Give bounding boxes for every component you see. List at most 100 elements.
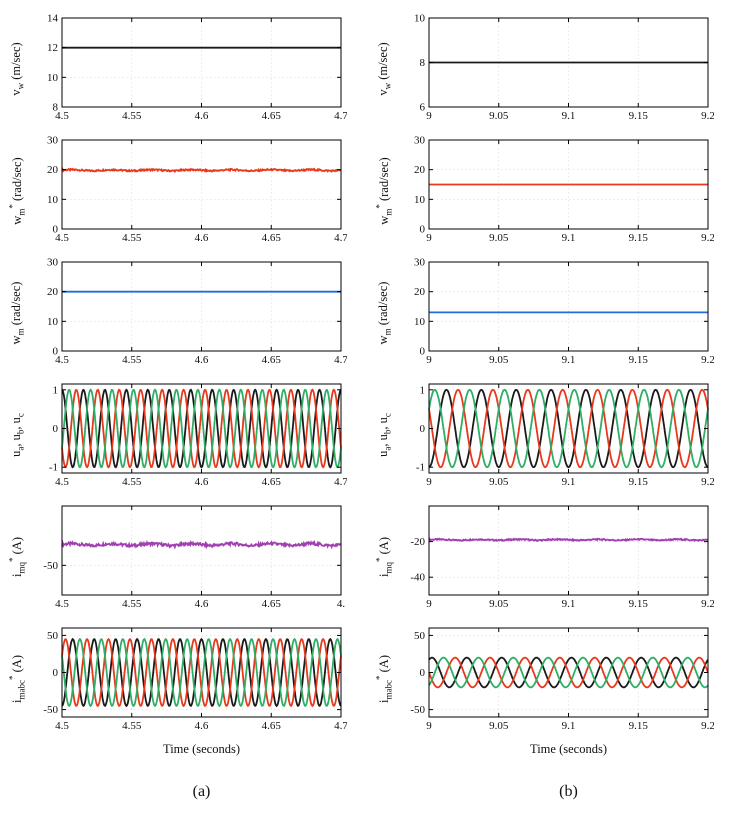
plot-a-uabc: 4.5 4.55 4.6 4.65 4.7 -1 0 1: [49, 383, 347, 488]
plot-a-vw: 4.5 4.55 4.6 4.65 4.7 8 10 12 14: [47, 14, 347, 122]
svg-text:0: 0: [420, 423, 426, 435]
plot-b-wm: 9 9.05 9.1 9.15 9.2 0 10 20 30: [414, 258, 714, 366]
svg-text:0: 0: [420, 224, 426, 236]
subplot-vw-a: vw (m/sec) 4.5 4.55 4.6 4.65 4.7 8 10 12 14: [8, 14, 347, 124]
column-a: vw (m/sec) 4.5 4.55 4.6 4.65 4.7 8 10 12 14 wm* (…: [7, 14, 347, 801]
svg-text:4.6: 4.6: [195, 476, 209, 488]
subplot-imq-ref-b: imq* (A) 9 9.05 9.1 9.15 9.2 -20 -40: [374, 502, 714, 612]
svg-text:10: 10: [47, 194, 59, 206]
caption-a: (a): [192, 783, 211, 800]
svg-text:0: 0: [53, 224, 59, 236]
svg-text:4.6: 4.6: [195, 110, 209, 122]
svg-text:0: 0: [53, 423, 59, 435]
svg-text:4.6: 4.6: [195, 720, 209, 732]
svg-text:9: 9: [426, 354, 432, 366]
svg-text:6: 6: [420, 102, 426, 114]
svg-text:4.6: 4.6: [195, 354, 209, 366]
svg-text:9.15: 9.15: [629, 720, 649, 732]
svg-text:4.5: 4.5: [55, 354, 69, 366]
y-axis-label: ua, ub, uc: [8, 413, 25, 457]
svg-text:14: 14: [47, 14, 59, 25]
svg-text:9.1: 9.1: [562, 354, 576, 366]
svg-text:0: 0: [420, 346, 426, 358]
svg-text:9.2: 9.2: [701, 598, 714, 610]
svg-text:4.7: 4.7: [334, 110, 347, 122]
svg-text:4.55: 4.55: [122, 720, 142, 732]
plot-a-imq-ref: 4.5 4.55 4.6 4.65 4. -50: [43, 505, 345, 610]
svg-text:9.05: 9.05: [489, 720, 509, 732]
svg-text:9.05: 9.05: [489, 354, 509, 366]
plot-b-vw: 9 9.05 9.1 9.15 9.2 6 8 10: [414, 14, 714, 122]
plot-a-wm-ref: 4.5 4.55 4.6 4.65 4.7 0 10 20 30: [47, 136, 347, 244]
svg-text:9.15: 9.15: [629, 354, 649, 366]
subplot-vw-b: vw (m/sec) 9 9.05 9.1 9.15 9.2 6 8 10: [375, 14, 714, 124]
svg-text:4.7: 4.7: [334, 476, 347, 488]
svg-text:9.05: 9.05: [489, 110, 509, 122]
svg-text:50: 50: [414, 630, 426, 642]
svg-text:9.2: 9.2: [701, 720, 714, 732]
svg-text:9.1: 9.1: [562, 110, 576, 122]
svg-text:20: 20: [47, 164, 59, 176]
y-axis-label: wm (rad/sec): [375, 281, 392, 345]
plot-b-wm-ref: 9 9.05 9.1 9.15 9.2 0 10 20 30: [414, 136, 714, 244]
svg-text:30: 30: [414, 258, 426, 269]
svg-text:4.5: 4.5: [55, 110, 69, 122]
y-axis-label: wm* (rad/sec): [374, 157, 393, 225]
svg-text:9.2: 9.2: [701, 354, 714, 366]
y-axis-label: ua, ub, uc: [375, 413, 392, 457]
svg-text:20: 20: [414, 286, 426, 298]
svg-text:30: 30: [47, 136, 59, 147]
svg-text:0: 0: [420, 667, 426, 679]
svg-text:-1: -1: [49, 462, 58, 474]
svg-text:-40: -40: [410, 572, 425, 584]
svg-text:10: 10: [414, 194, 426, 206]
svg-text:9: 9: [426, 720, 432, 732]
svg-text:-1: -1: [416, 462, 425, 474]
svg-text:4.7: 4.7: [334, 354, 347, 366]
svg-text:9.1: 9.1: [562, 598, 576, 610]
svg-text:10: 10: [414, 14, 426, 25]
svg-text:30: 30: [47, 258, 59, 269]
svg-text:4.55: 4.55: [122, 354, 142, 366]
svg-text:20: 20: [47, 286, 59, 298]
plot-b-imq-ref: 9 9.05 9.1 9.15 9.2 -20 -40: [410, 505, 714, 610]
svg-text:9.05: 9.05: [489, 598, 509, 610]
y-axis-label: wm* (rad/sec): [7, 157, 26, 225]
subplot-imabc-ref-b: imabc* (A) 9 9.05 9.1 9.15 9.2 -50 0 50: [374, 624, 714, 734]
svg-text:-50: -50: [43, 704, 58, 716]
svg-text:4.65: 4.65: [262, 354, 282, 366]
caption-b: (b): [559, 783, 578, 800]
svg-text:9.15: 9.15: [629, 598, 649, 610]
svg-text:9.15: 9.15: [629, 476, 649, 488]
plot-a-wm: 4.5 4.55 4.6 4.65 4.7 0 10 20 30: [47, 258, 347, 366]
svg-text:4.65: 4.65: [262, 110, 282, 122]
x-axis-label-a: Time (seconds): [163, 742, 240, 756]
svg-text:9.2: 9.2: [701, 476, 714, 488]
svg-text:12: 12: [47, 42, 58, 54]
svg-text:10: 10: [47, 316, 59, 328]
svg-text:30: 30: [414, 136, 426, 147]
plot-a-imabc-ref: 4.5 4.55 4.6 4.65 4.7 -50 0 50: [43, 627, 347, 732]
svg-text:4.55: 4.55: [122, 598, 142, 610]
svg-text:9.1: 9.1: [562, 720, 576, 732]
svg-text:4.5: 4.5: [55, 476, 69, 488]
svg-text:4.5: 4.5: [55, 232, 69, 244]
subplot-wm-b: wm (rad/sec) 9 9.05 9.1 9.15 9.2 0 10 20 30: [375, 258, 714, 368]
svg-text:9.15: 9.15: [629, 232, 649, 244]
subplot-uabc-a: ua, ub, uc 4.5 4.55 4.6 4.65 4.7 -1 0 1: [8, 380, 347, 490]
svg-text:4.65: 4.65: [262, 476, 282, 488]
svg-text:9.05: 9.05: [489, 232, 509, 244]
y-axis-label: vw (m/sec): [375, 42, 392, 96]
svg-text:1: 1: [53, 384, 59, 396]
svg-text:9.15: 9.15: [629, 110, 649, 122]
svg-text:1: 1: [420, 384, 426, 396]
y-axis-label: imq* (A): [7, 537, 26, 577]
svg-text:4.55: 4.55: [122, 476, 142, 488]
column-b: vw (m/sec) 9 9.05 9.1 9.15 9.2 6 8 10 wm* (rad/s…: [374, 14, 714, 801]
svg-text:9: 9: [426, 476, 432, 488]
svg-text:9.2: 9.2: [701, 110, 714, 122]
svg-text:4.55: 4.55: [122, 110, 142, 122]
svg-text:20: 20: [414, 164, 426, 176]
subplot-imabc-ref-a: imabc* (A) 4.5 4.55 4.6 4.65 4.7 -50 0 50: [7, 624, 347, 734]
